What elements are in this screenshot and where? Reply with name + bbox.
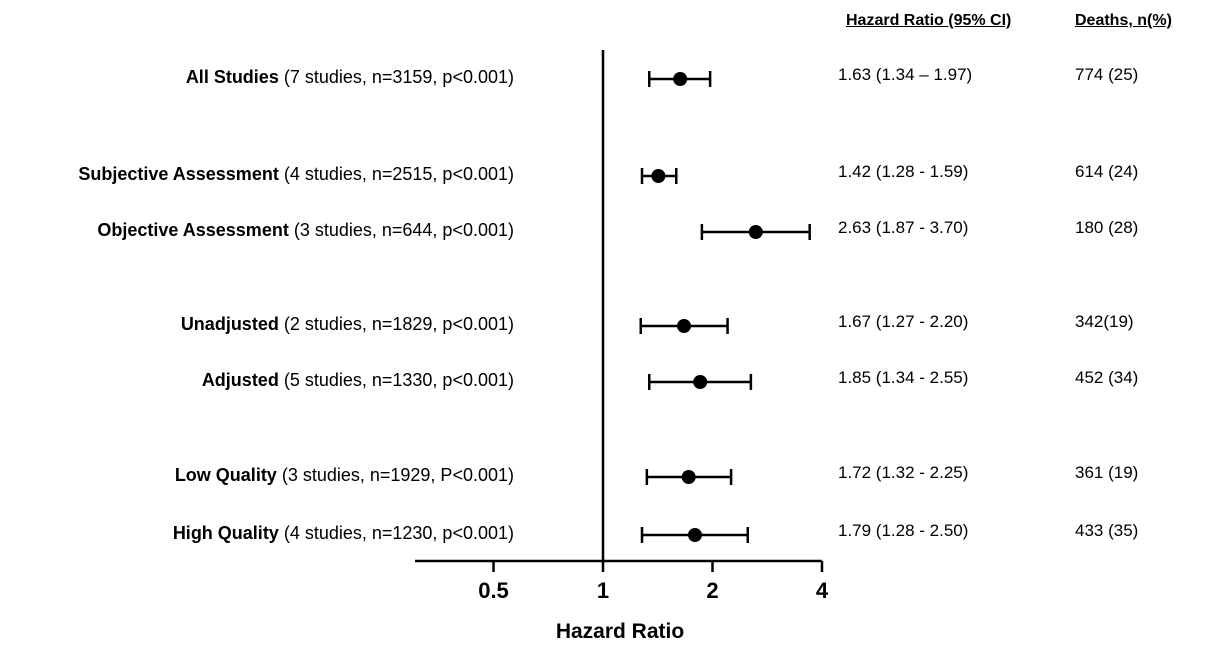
row-label-name: Unadjusted bbox=[180, 314, 279, 334]
point-estimate bbox=[681, 470, 696, 484]
hr-value: 1.85 (1.34 - 2.55) bbox=[838, 368, 969, 387]
deaths-column-header: Deaths, n(%) bbox=[1075, 12, 1172, 29]
row-label-name: All Studies bbox=[185, 67, 279, 87]
deaths-value: 433 (35) bbox=[1075, 521, 1139, 540]
deaths-value: 452 (34) bbox=[1075, 368, 1139, 387]
row-label-detail: (7 studies, n=3159, p<0.001) bbox=[278, 67, 514, 87]
deaths-value: 774 (25) bbox=[1075, 65, 1139, 84]
x-axis-title: Hazard Ratio bbox=[555, 620, 685, 643]
point-estimate bbox=[673, 72, 688, 86]
row-label: High Quality (4 studies, n=1230, p<0.001… bbox=[173, 523, 514, 544]
point-estimate bbox=[651, 169, 666, 183]
deaths-value: 342(19) bbox=[1075, 312, 1134, 331]
hr-value: 2.63 (1.87 - 3.70) bbox=[838, 218, 969, 237]
deaths-value: 614 (24) bbox=[1075, 162, 1139, 181]
x-tick-label: 2 bbox=[706, 578, 719, 603]
row-label-name: Low Quality bbox=[174, 465, 277, 485]
hr-column-header: Hazard Ratio (95% CI) bbox=[846, 12, 1012, 29]
deaths-value: 180 (28) bbox=[1075, 218, 1139, 237]
row-label-name: Adjusted bbox=[201, 370, 279, 390]
row-label-detail: (4 studies, n=1230, p<0.001) bbox=[278, 523, 514, 543]
row-label-name: Subjective Assessment bbox=[78, 164, 279, 184]
row-label: Objective Assessment (3 studies, n=644, … bbox=[97, 220, 514, 241]
point-estimate bbox=[693, 375, 708, 389]
deaths-value: 361 (19) bbox=[1075, 463, 1139, 482]
row-label: Adjusted (5 studies, n=1330, p<0.001) bbox=[202, 370, 514, 391]
hr-value: 1.72 (1.32 - 2.25) bbox=[838, 463, 969, 482]
point-estimate bbox=[748, 225, 763, 239]
hr-value: 1.79 (1.28 - 2.50) bbox=[838, 521, 969, 540]
row-label-name: Objective Assessment bbox=[97, 220, 289, 240]
hr-value: 1.67 (1.27 - 2.20) bbox=[838, 312, 969, 331]
point-estimate bbox=[687, 528, 702, 542]
x-tick-label: 4 bbox=[815, 578, 829, 603]
row-label-detail: (2 studies, n=1829, p<0.001) bbox=[278, 314, 514, 334]
row-label: All Studies (7 studies, n=3159, p<0.001) bbox=[186, 67, 514, 88]
row-label-name: High Quality bbox=[172, 523, 279, 543]
row-label: Subjective Assessment (4 studies, n=2515… bbox=[78, 164, 514, 185]
hr-value: 1.63 (1.34 – 1.97) bbox=[838, 65, 973, 84]
row-label-detail: (4 studies, n=2515, p<0.001) bbox=[278, 164, 514, 184]
row-label: Unadjusted (2 studies, n=1829, p<0.001) bbox=[181, 314, 514, 335]
row-label: Low Quality (3 studies, n=1929, P<0.001) bbox=[175, 465, 514, 486]
point-estimate bbox=[677, 319, 692, 333]
hr-value: 1.42 (1.28 - 1.59) bbox=[838, 162, 969, 181]
row-label-detail: (3 studies, n=644, p<0.001) bbox=[288, 220, 514, 240]
row-label-detail: (5 studies, n=1330, p<0.001) bbox=[278, 370, 514, 390]
row-label-detail: (3 studies, n=1929, P<0.001) bbox=[276, 465, 514, 485]
x-tick-label: 0.5 bbox=[478, 578, 509, 603]
x-tick-label: 1 bbox=[596, 578, 610, 603]
